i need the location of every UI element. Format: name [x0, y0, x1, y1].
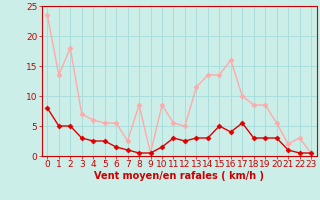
- X-axis label: Vent moyen/en rafales ( km/h ): Vent moyen/en rafales ( km/h ): [94, 171, 264, 181]
